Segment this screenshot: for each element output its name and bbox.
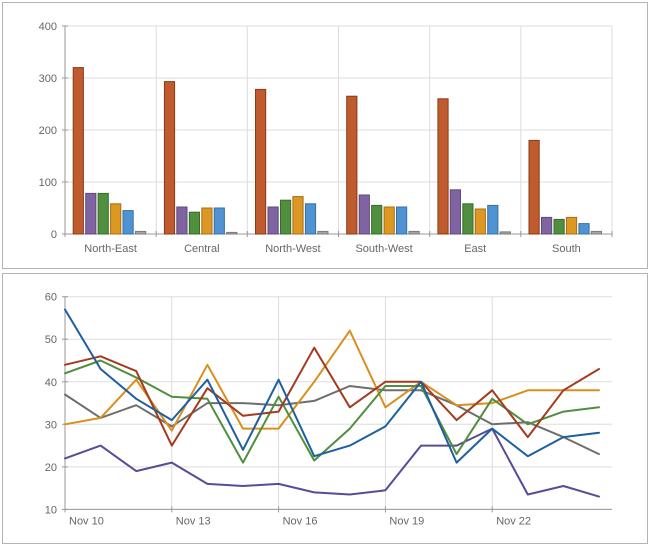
svg-text:East: East xyxy=(464,243,486,255)
svg-text:Nov 19: Nov 19 xyxy=(389,515,424,527)
svg-text:0: 0 xyxy=(51,229,57,241)
svg-text:Nov 13: Nov 13 xyxy=(176,515,211,527)
svg-text:40: 40 xyxy=(45,377,57,389)
svg-text:North-West: North-West xyxy=(265,243,320,255)
svg-text:50: 50 xyxy=(45,334,57,346)
svg-text:100: 100 xyxy=(39,177,57,189)
svg-text:20: 20 xyxy=(45,462,57,474)
svg-text:200: 200 xyxy=(39,125,57,137)
svg-text:North-East: North-East xyxy=(84,243,137,255)
svg-text:Nov 16: Nov 16 xyxy=(283,515,318,527)
svg-text:30: 30 xyxy=(45,419,57,431)
svg-text:300: 300 xyxy=(39,73,57,85)
svg-text:Nov 22: Nov 22 xyxy=(496,515,531,527)
svg-text:South-West: South-West xyxy=(355,243,412,255)
svg-text:60: 60 xyxy=(45,292,57,304)
svg-text:South: South xyxy=(552,243,581,255)
svg-text:10: 10 xyxy=(45,504,57,516)
svg-text:Nov 10: Nov 10 xyxy=(69,515,104,527)
svg-text:Central: Central xyxy=(184,243,219,255)
svg-text:400: 400 xyxy=(39,21,57,33)
